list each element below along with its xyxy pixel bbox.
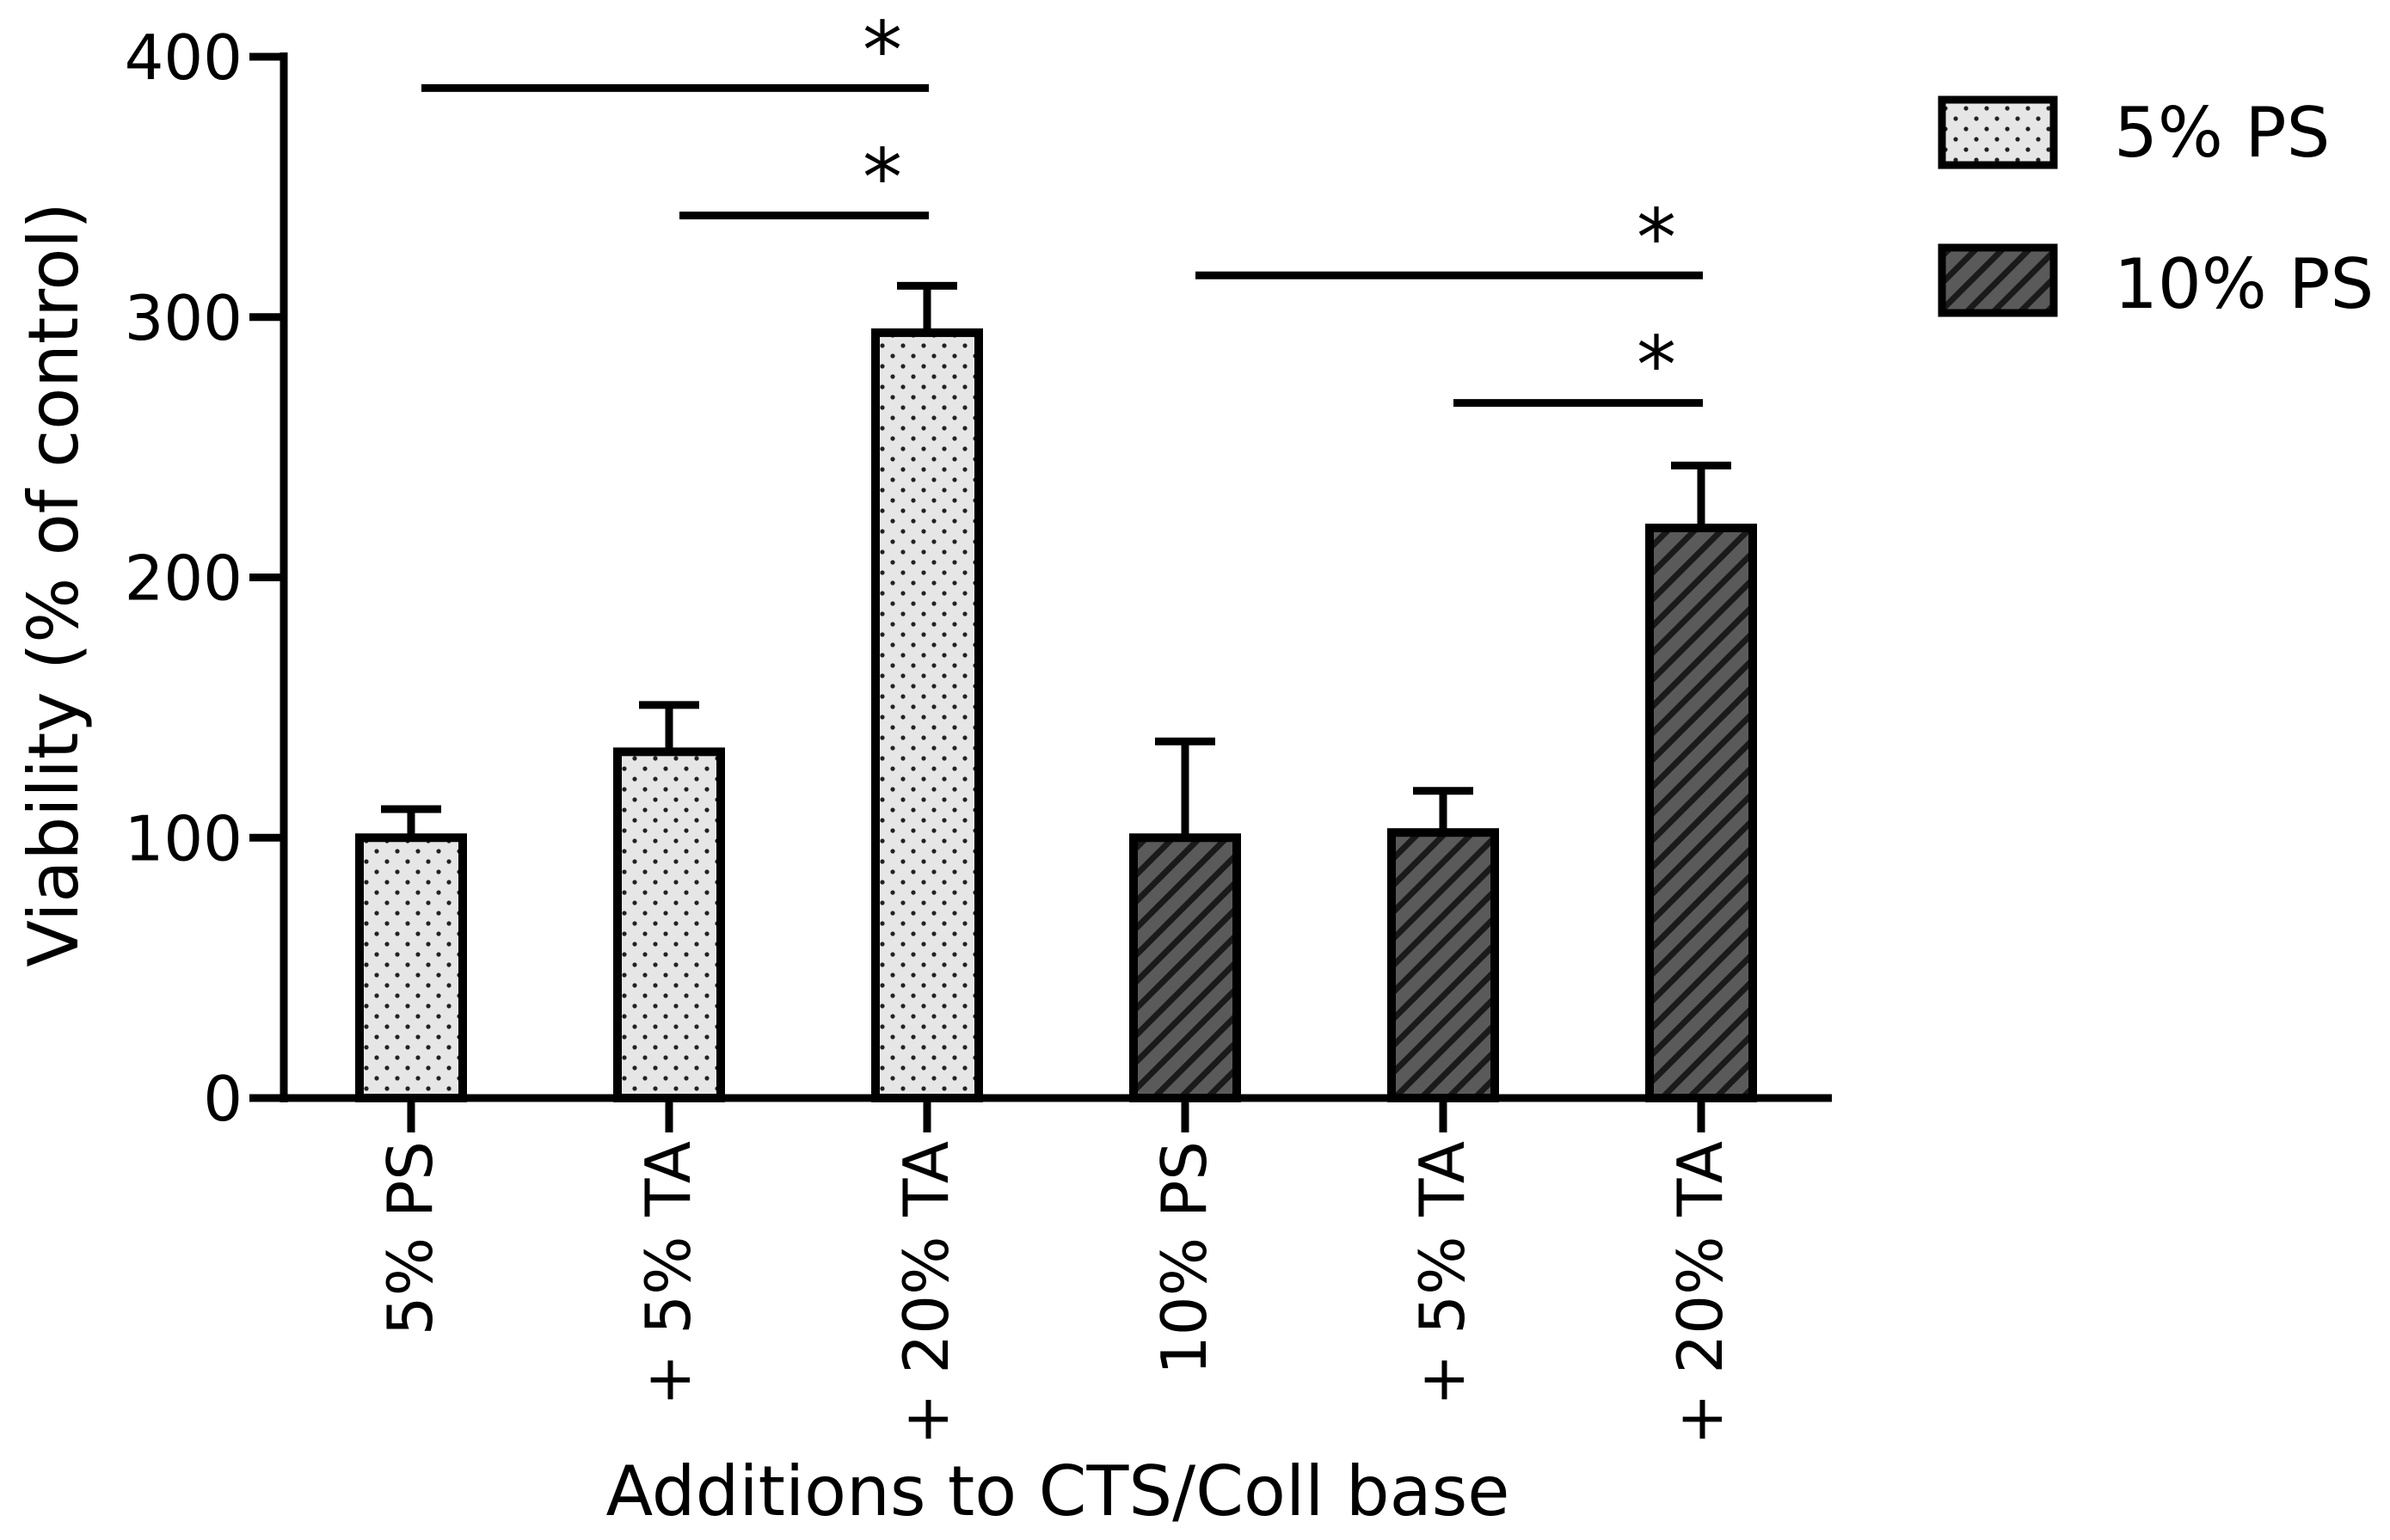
significance-star-2: * xyxy=(1637,192,1676,284)
bar-2 xyxy=(871,328,983,1103)
y-tick-label-4: 400 xyxy=(125,21,243,94)
bar-1 xyxy=(613,747,725,1103)
x-axis-label: Additions to CTS/Coll base xyxy=(605,1451,1509,1531)
x-tick-label-3: 10% PS xyxy=(1148,1141,1220,1375)
legend-label-10pct-ps: 10% PS xyxy=(2114,244,2374,324)
y-axis-label: Viability (% of control) xyxy=(14,202,94,967)
significance-star-0: * xyxy=(863,4,902,96)
bar-0 xyxy=(355,833,467,1102)
y-tick-label-0: 0 xyxy=(203,1063,243,1135)
x-tick-label-4: + 5% TA xyxy=(1406,1141,1478,1406)
bar-3 xyxy=(1129,833,1241,1102)
legend-label-5pct-ps: 5% PS xyxy=(2114,93,2330,173)
y-tick-label-3: 300 xyxy=(125,282,243,354)
x-tick-label-1: + 5% TA xyxy=(632,1141,704,1406)
x-tick-label-5: + 20% TA xyxy=(1664,1141,1736,1445)
legend: 5% PS 10% PS xyxy=(1938,93,2374,324)
significance-star-3: * xyxy=(1637,320,1676,412)
plot-area: 0 100 200 300 400 5% PS + 5% TA + 20% TA 10% PS +… xyxy=(125,4,1832,1445)
legend-swatch-10pct-ps xyxy=(1938,243,2058,317)
y-tick-label-1: 100 xyxy=(125,802,243,874)
significance-star-1: * xyxy=(863,132,902,224)
legend-swatch-5pct-ps xyxy=(1938,95,2058,169)
x-tick-label-2: + 20% TA xyxy=(890,1141,962,1445)
y-tick-label-2: 200 xyxy=(125,543,243,615)
bar-5 xyxy=(1645,523,1757,1102)
bar-4 xyxy=(1387,828,1499,1102)
x-tick-label-0: 5% PS xyxy=(374,1141,446,1335)
